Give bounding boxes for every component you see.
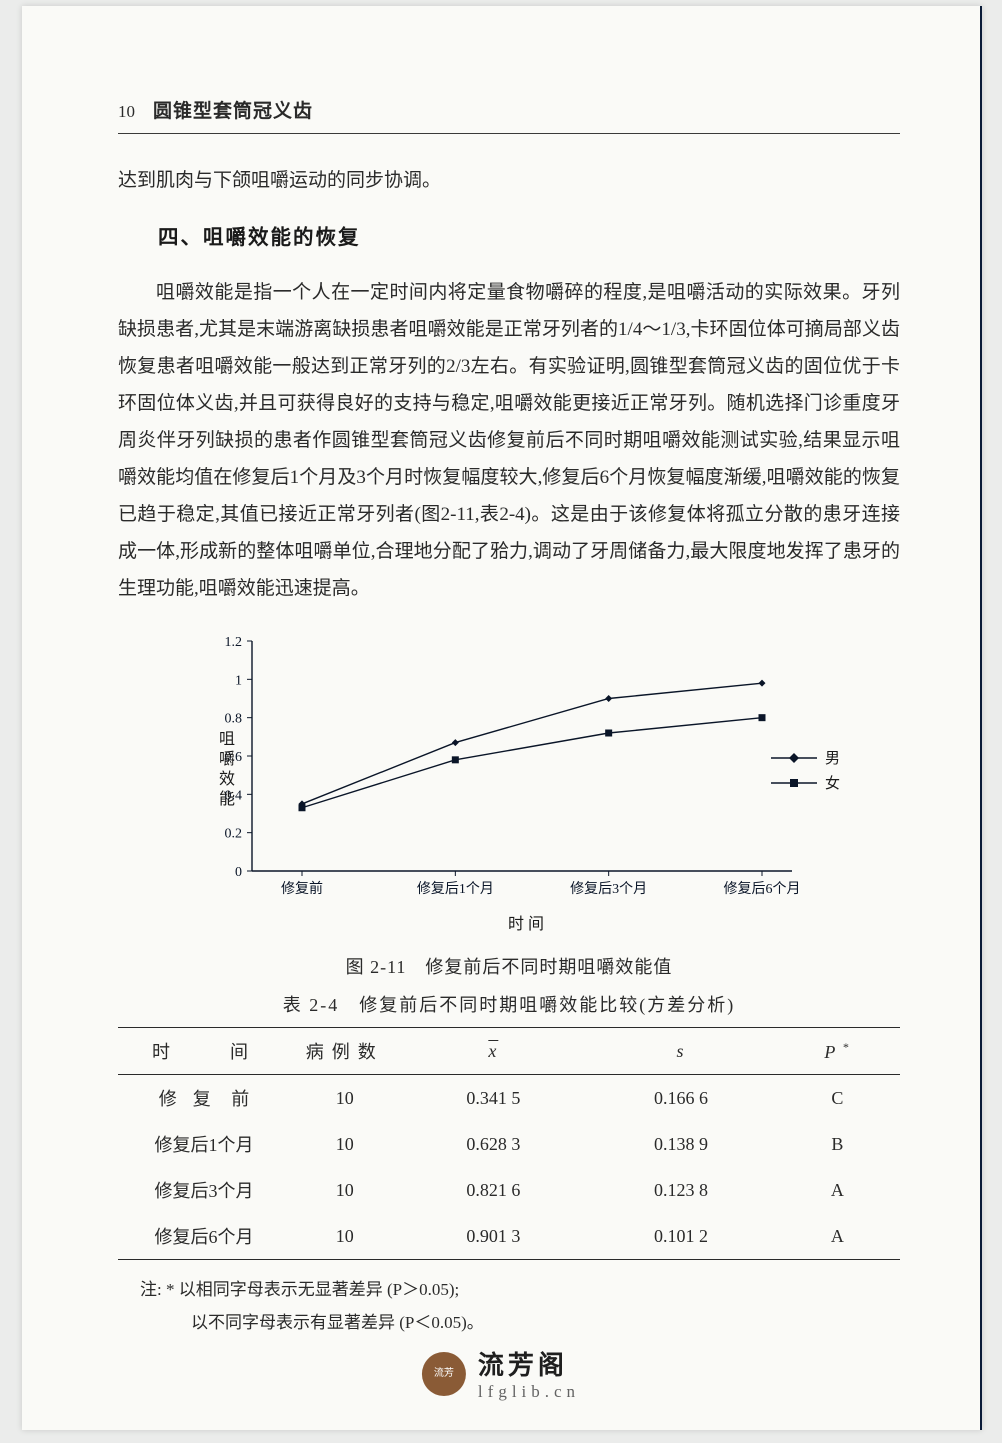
page-container: 10 圆锥型套筒冠义齿 达到肌肉与下颌咀嚼运动的同步协调。 四、咀嚼效能的恢复 … — [22, 6, 982, 1430]
chart-legend: 男 女 — [771, 747, 840, 797]
table-cell: 10 — [290, 1167, 399, 1213]
table-row: 修复 前100.341 50.166 6C — [118, 1075, 900, 1122]
section-title: 四、咀嚼效能的恢复 — [158, 220, 900, 250]
legend-label-male: 男 — [825, 747, 840, 768]
svg-text:修复后1个月: 修复后1个月 — [417, 880, 494, 897]
watermark-icon: 流芳 — [422, 1352, 466, 1396]
table-cell: C — [775, 1075, 900, 1122]
svg-text:修复前: 修复前 — [281, 880, 323, 897]
table-row: 修复后1个月100.628 30.138 9B — [118, 1121, 900, 1167]
table-cell: 修复后1个月 — [118, 1121, 290, 1167]
chart-figure: 咀嚼效能 00.20.40.60.811.2修复前修复后1个月修复后3个月修复后… — [118, 625, 900, 945]
watermark-url: lfglib.cn — [478, 1382, 580, 1402]
table-cell: 0.901 3 — [400, 1213, 588, 1260]
svg-text:修复后6个月: 修复后6个月 — [724, 880, 801, 897]
intro-line: 达到肌肉与下颌咀嚼运动的同步协调。 — [118, 162, 900, 200]
table-cell: 修复后6个月 — [118, 1213, 290, 1260]
table-row: 修复后3个月100.821 60.123 8A — [118, 1167, 900, 1213]
table-cell: 0.166 6 — [587, 1075, 775, 1122]
chart-y-label: 咀嚼效能 — [212, 730, 236, 810]
table-caption: 表 2-4 修复前后不同时期咀嚼效能比较(方差分析) — [118, 991, 900, 1017]
table-cell: 10 — [290, 1213, 399, 1260]
table-cell: 0.628 3 — [400, 1121, 588, 1167]
body-paragraph: 咀嚼效能是指一个人在一定时间内将定量食物嚼碎的程度,是咀嚼活动的实际效果。牙列缺… — [118, 274, 900, 607]
table-col-header: x — [400, 1028, 588, 1075]
table-cell: 修复 前 — [118, 1075, 290, 1122]
table-note-2: 以不同字母表示有显著差异 (P＜0.05)。 — [140, 1307, 900, 1339]
table-cell: 0.341 5 — [400, 1075, 588, 1122]
table-cell: 0.821 6 — [400, 1167, 588, 1213]
figure-caption: 图 2-11 修复前后不同时期咀嚼效能值 — [118, 953, 900, 979]
table-cell: 0.101 2 — [587, 1213, 775, 1260]
watermark-name: 流芳阁 — [478, 1345, 580, 1382]
table-cell: A — [775, 1167, 900, 1213]
legend-label-female: 女 — [825, 772, 840, 793]
table-cell: 10 — [290, 1075, 399, 1122]
table-col-header: 时 间 — [118, 1028, 290, 1075]
watermark: 流芳 流芳阁 lfglib.cn — [422, 1345, 580, 1402]
chart-x-label: 时间 — [508, 910, 548, 934]
table-col-header: P * — [775, 1028, 900, 1075]
table-header-row: 时 间病例数xsP * — [118, 1028, 900, 1075]
table-col-header: 病例数 — [290, 1028, 399, 1075]
table-cell: 0.123 8 — [587, 1167, 775, 1213]
table-cell: 修复后3个月 — [118, 1167, 290, 1213]
table-cell: B — [775, 1121, 900, 1167]
svg-text:0.2: 0.2 — [225, 827, 243, 842]
table-cell: A — [775, 1213, 900, 1260]
table-row: 修复后6个月100.901 30.101 2A — [118, 1213, 900, 1260]
page-number: 10 — [118, 102, 135, 122]
book-title: 圆锥型套筒冠义齿 — [153, 96, 313, 123]
table-cell: 10 — [290, 1121, 399, 1167]
line-chart-svg: 00.20.40.60.811.2修复前修复后1个月修复后3个月修复后6个月 — [208, 625, 828, 905]
svg-text:0: 0 — [235, 865, 242, 880]
table-note-1: 注: * 以相同字母表示无显著差异 (P＞0.05); — [140, 1274, 900, 1306]
legend-row-female: 女 — [771, 772, 840, 793]
table-col-header: s — [587, 1028, 775, 1075]
legend-row-male: 男 — [771, 747, 840, 768]
svg-text:1: 1 — [235, 674, 242, 689]
svg-text:1.2: 1.2 — [225, 635, 243, 650]
svg-text:0.8: 0.8 — [225, 712, 243, 727]
table-cell: 0.138 9 — [587, 1121, 775, 1167]
svg-text:修复后3个月: 修复后3个月 — [570, 880, 647, 897]
page-header: 10 圆锥型套筒冠义齿 — [118, 96, 900, 134]
data-table: 时 间病例数xsP * 修复 前100.341 50.166 6C修复后1个月1… — [118, 1027, 900, 1260]
